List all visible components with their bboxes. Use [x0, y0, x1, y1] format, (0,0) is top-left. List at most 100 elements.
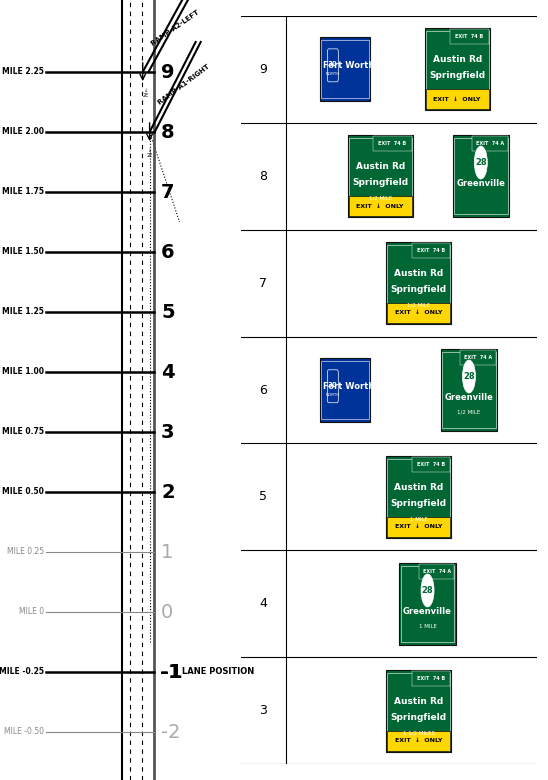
FancyBboxPatch shape [386, 456, 451, 538]
FancyBboxPatch shape [319, 358, 370, 422]
Text: 30: 30 [328, 381, 338, 388]
Text: Austin Rd: Austin Rd [394, 483, 443, 491]
Text: RAMP A1-RIGHT: RAMP A1-RIGHT [157, 63, 210, 106]
FancyBboxPatch shape [450, 30, 488, 44]
Text: -1: -1 [161, 662, 182, 682]
Text: MILE -0.50: MILE -0.50 [4, 728, 44, 736]
Text: 1/2 MILE: 1/2 MILE [458, 410, 481, 415]
FancyBboxPatch shape [399, 562, 456, 645]
Text: EXIT  74 A: EXIT 74 A [476, 141, 504, 147]
Text: 28: 28 [463, 372, 475, 381]
FancyBboxPatch shape [441, 349, 497, 431]
Text: Greenville: Greenville [456, 179, 505, 188]
Text: EXIT  74 B: EXIT 74 B [378, 141, 407, 147]
Text: 1: 1 [161, 543, 174, 562]
Text: 2: 2 [161, 483, 175, 502]
Text: 1/2 MILE: 1/2 MILE [369, 196, 392, 201]
Text: 3: 3 [259, 704, 267, 718]
FancyBboxPatch shape [386, 670, 451, 752]
FancyBboxPatch shape [426, 89, 488, 108]
Text: MILE 1.25: MILE 1.25 [2, 307, 44, 317]
Text: MILE 0.50: MILE 0.50 [2, 488, 44, 497]
FancyBboxPatch shape [386, 242, 451, 324]
Text: Greenville: Greenville [444, 393, 493, 402]
Text: Austin Rd: Austin Rd [394, 268, 443, 278]
Text: 30: 30 [328, 61, 338, 67]
Text: 7: 7 [161, 183, 175, 201]
Text: EXIT  74 B: EXIT 74 B [416, 248, 445, 254]
Text: 28: 28 [422, 586, 433, 595]
FancyBboxPatch shape [453, 135, 509, 218]
Text: 8: 8 [259, 169, 267, 183]
Text: MILE 1.00: MILE 1.00 [2, 367, 44, 377]
Text: 1 MILE: 1 MILE [419, 624, 437, 629]
Text: 5: 5 [161, 303, 175, 321]
FancyBboxPatch shape [387, 303, 450, 323]
Text: MILE -0.25: MILE -0.25 [0, 668, 44, 676]
FancyBboxPatch shape [319, 37, 370, 101]
FancyBboxPatch shape [373, 136, 412, 151]
Text: 5: 5 [259, 491, 267, 503]
Text: 6: 6 [161, 243, 175, 261]
Text: MILE 0.75: MILE 0.75 [2, 427, 44, 437]
Text: Fort Worth: Fort Worth [323, 61, 375, 70]
FancyBboxPatch shape [327, 49, 338, 82]
Text: 6: 6 [259, 384, 267, 396]
Text: RAMP A2-LEFT: RAMP A2-LEFT [150, 9, 201, 46]
Text: MILE 0: MILE 0 [19, 608, 44, 616]
Text: EXIT  74 B: EXIT 74 B [416, 463, 445, 467]
Text: 1 MILE: 1 MILE [410, 517, 427, 522]
Text: ↓
2E: ↓ 2E [143, 87, 149, 98]
FancyBboxPatch shape [347, 135, 413, 218]
Text: EXIT  ↓  ONLY: EXIT ↓ ONLY [395, 310, 442, 315]
Text: Springfield: Springfield [391, 499, 447, 508]
Text: 28: 28 [475, 158, 487, 167]
Text: MILE 1.50: MILE 1.50 [2, 247, 44, 257]
Text: 0: 0 [161, 602, 173, 622]
Text: -1: -1 [160, 662, 181, 682]
Text: 1 1/2 MILES: 1 1/2 MILES [403, 731, 435, 736]
FancyBboxPatch shape [412, 672, 450, 686]
Text: Austin Rd: Austin Rd [432, 55, 482, 64]
Text: MILE 1.75: MILE 1.75 [2, 187, 44, 197]
FancyBboxPatch shape [419, 564, 454, 580]
Text: Austin Rd: Austin Rd [394, 697, 443, 706]
Text: 4: 4 [259, 597, 267, 611]
Text: 3: 3 [161, 423, 175, 441]
Text: EXIT  74 A: EXIT 74 A [464, 356, 492, 360]
Text: Springfield: Springfield [391, 713, 447, 722]
Text: MILE 2.25: MILE 2.25 [2, 68, 44, 76]
Text: EXIT  ↓  ONLY: EXIT ↓ ONLY [395, 739, 442, 743]
FancyBboxPatch shape [349, 197, 412, 216]
Text: EXIT  ↓  ONLY: EXIT ↓ ONLY [356, 204, 404, 208]
FancyBboxPatch shape [387, 731, 450, 750]
Text: Fort Worth: Fort Worth [323, 381, 375, 391]
Text: ↓
2E: ↓ 2E [146, 147, 153, 158]
Text: 8: 8 [161, 122, 175, 141]
Text: Greenville: Greenville [403, 607, 452, 616]
FancyBboxPatch shape [327, 370, 338, 402]
Text: 9: 9 [161, 62, 175, 81]
Text: MILE 0.25: MILE 0.25 [7, 548, 44, 556]
Text: Springfield: Springfield [429, 71, 485, 80]
Text: -2: -2 [161, 722, 181, 742]
Text: 9: 9 [259, 62, 267, 76]
Text: 7: 7 [259, 277, 267, 289]
FancyBboxPatch shape [412, 457, 450, 472]
Text: Springfield: Springfield [352, 178, 408, 187]
FancyBboxPatch shape [387, 517, 450, 537]
Text: EXIT  ↓  ONLY: EXIT ↓ ONLY [395, 524, 442, 530]
Text: 1/2 MILE: 1/2 MILE [407, 303, 430, 308]
Text: EXIT  74 A: EXIT 74 A [423, 569, 451, 574]
FancyBboxPatch shape [472, 136, 508, 151]
FancyBboxPatch shape [425, 28, 490, 110]
Circle shape [421, 574, 434, 607]
Text: LANE POSITION: LANE POSITION [182, 668, 254, 676]
Circle shape [475, 146, 487, 179]
Text: 4: 4 [161, 363, 175, 381]
FancyBboxPatch shape [460, 350, 496, 365]
Text: NORTH: NORTH [326, 73, 340, 76]
Text: Springfield: Springfield [391, 285, 447, 294]
FancyBboxPatch shape [412, 243, 450, 258]
Text: EXIT  74 B: EXIT 74 B [455, 34, 483, 39]
